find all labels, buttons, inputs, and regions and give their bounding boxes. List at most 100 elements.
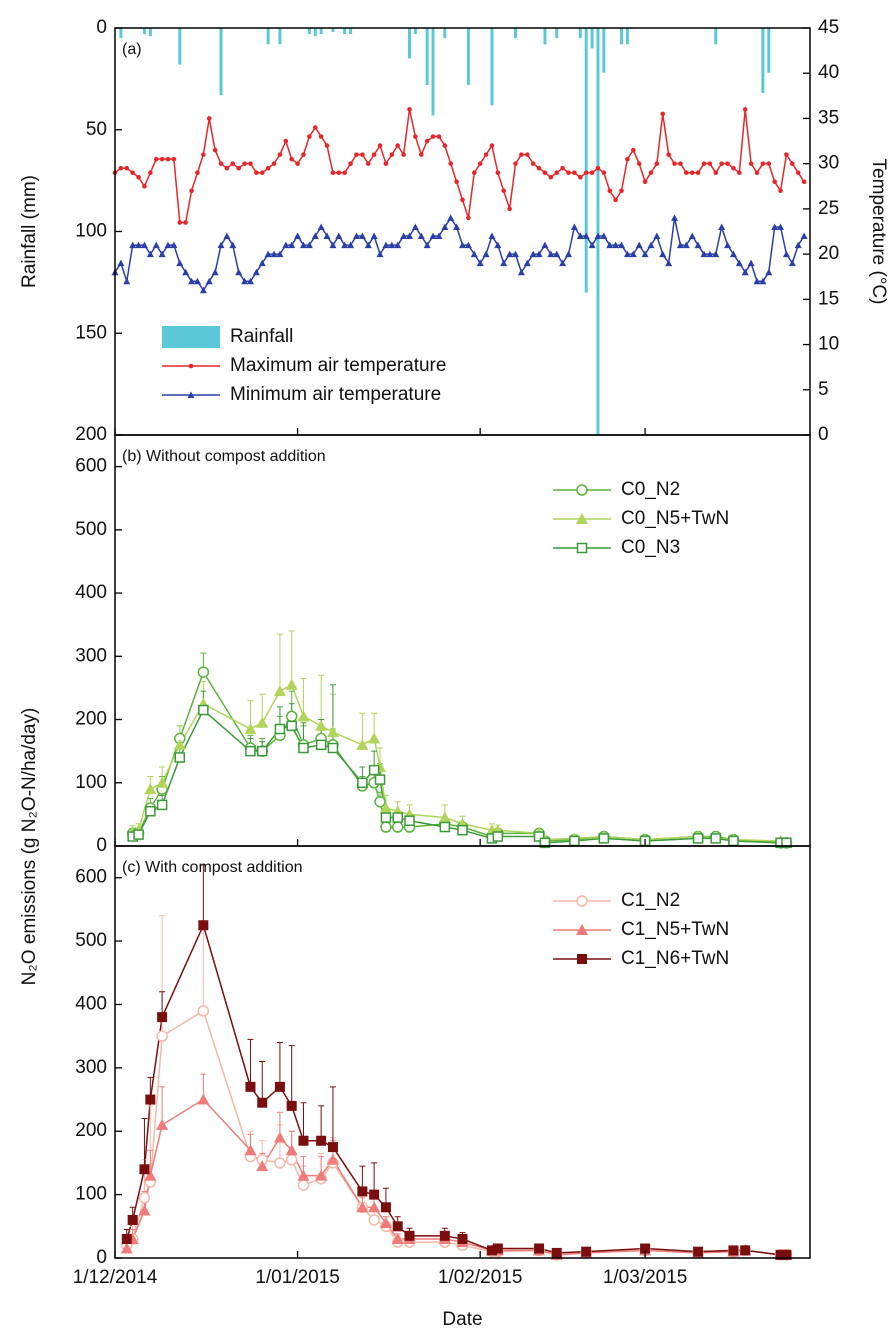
marker (326, 1153, 339, 1165)
marker (629, 250, 637, 258)
marker (256, 716, 269, 728)
y-tick-label: 0 (96, 17, 107, 38)
marker (158, 250, 166, 258)
marker (145, 1094, 156, 1105)
marker (678, 161, 683, 166)
marker (197, 666, 210, 678)
marker (274, 1081, 285, 1092)
bar (767, 28, 771, 73)
marker (364, 241, 372, 249)
marker (395, 143, 401, 148)
error-bar (329, 1086, 336, 1148)
marker (576, 232, 584, 240)
y2-tick-label: 30 (818, 153, 839, 174)
marker (569, 835, 580, 847)
series-line (114, 216, 805, 292)
marker (760, 161, 766, 166)
marker (423, 241, 431, 249)
marker (201, 152, 206, 157)
marker (741, 268, 749, 276)
legend-label: C1_N5+TwN (621, 919, 729, 940)
x-tick-label: 1/02/2015 (438, 1267, 523, 1288)
marker (327, 742, 339, 754)
marker (357, 777, 368, 789)
marker (413, 134, 418, 139)
marker (248, 161, 253, 166)
y-tick-label: 600 (75, 867, 107, 888)
marker (285, 678, 298, 690)
marker (171, 156, 177, 162)
marker (625, 156, 630, 162)
marker (418, 152, 424, 157)
bar (119, 28, 123, 39)
y2-tick-label: 10 (818, 334, 839, 355)
marker (728, 1245, 739, 1256)
marker (577, 954, 587, 964)
marker (133, 829, 144, 840)
marker (274, 1157, 286, 1169)
error-bar (276, 1041, 283, 1087)
marker (754, 170, 760, 176)
marker (712, 250, 720, 258)
marker (156, 1030, 168, 1042)
y-tick-label: 50 (86, 119, 107, 140)
marker (205, 277, 213, 285)
marker (259, 170, 265, 176)
marker (594, 232, 602, 240)
legend-label: C0_N3 (621, 537, 680, 558)
marker (195, 170, 200, 176)
marker (138, 1204, 151, 1216)
marker (197, 1093, 210, 1105)
marker (217, 241, 225, 249)
marker (348, 161, 353, 166)
marker (140, 241, 148, 249)
marker (700, 250, 708, 258)
marker (380, 812, 392, 823)
error-bar (329, 684, 336, 748)
marker (182, 268, 190, 276)
marker (358, 232, 366, 240)
marker (187, 391, 195, 398)
marker (138, 1192, 151, 1204)
marker (710, 833, 722, 844)
marker (286, 1100, 297, 1111)
marker (454, 179, 459, 185)
marker (229, 241, 237, 249)
marker (576, 924, 588, 935)
marker (242, 161, 247, 166)
marker (737, 170, 742, 176)
marker (519, 152, 524, 157)
marker (613, 197, 618, 203)
marker (356, 738, 369, 750)
marker (305, 241, 313, 249)
panel-title: (c) With compost addition (122, 859, 303, 876)
marker (336, 170, 342, 176)
marker (424, 138, 430, 144)
marker (301, 152, 306, 157)
marker (256, 745, 268, 757)
bar (313, 28, 317, 37)
y-tick-label: 300 (75, 1057, 107, 1078)
marker (471, 170, 477, 176)
marker (374, 774, 386, 785)
bar (142, 28, 146, 35)
y2-tick-label: 45 (818, 17, 839, 38)
marker (223, 232, 231, 240)
marker (341, 241, 349, 249)
marker (589, 170, 595, 176)
marker (441, 223, 449, 230)
marker (659, 250, 667, 258)
marker (748, 161, 754, 166)
marker (352, 232, 360, 240)
marker (794, 241, 802, 249)
marker (401, 152, 406, 157)
series-line (114, 109, 805, 224)
marker (394, 241, 402, 249)
marker (606, 241, 614, 249)
bar (584, 28, 588, 293)
marker (570, 223, 578, 230)
marker (453, 223, 461, 230)
marker (211, 268, 219, 276)
y-tick-label: 100 (75, 772, 107, 793)
legend-label: C1_N2 (621, 890, 680, 911)
